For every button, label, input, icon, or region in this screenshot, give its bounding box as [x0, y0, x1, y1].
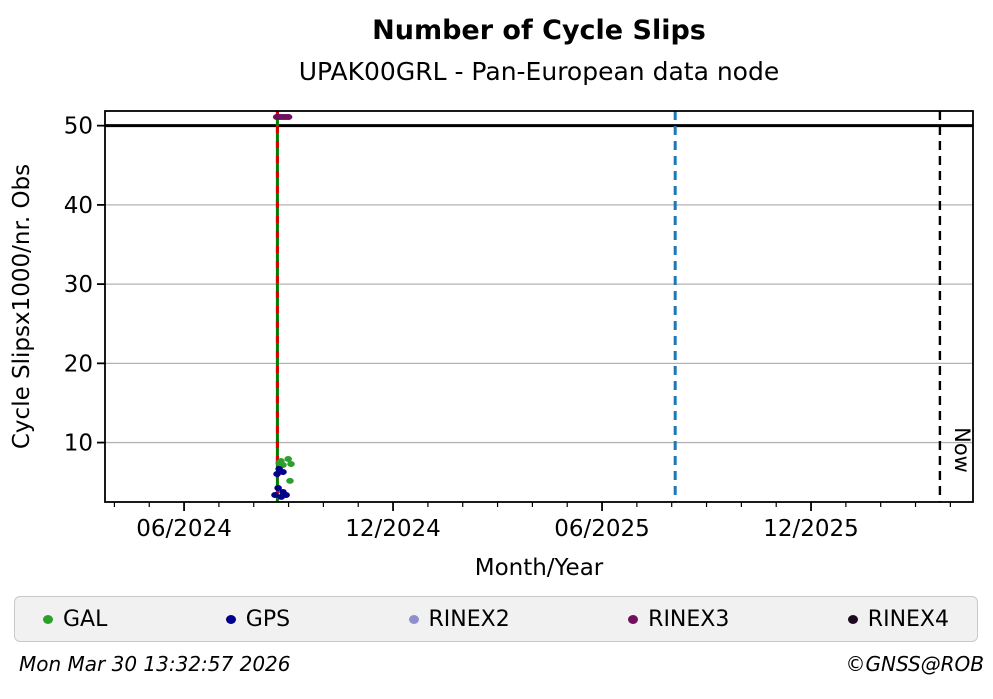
data-point-gal: [286, 477, 294, 484]
legend-item-rinex3: RINEX3: [628, 607, 729, 632]
legend-item-gal: GAL: [43, 607, 107, 632]
data-point-gps: [271, 491, 279, 498]
data-point-gps: [279, 488, 287, 495]
y-tick-label: 30: [64, 272, 93, 298]
rinex3-marker-icon: [628, 614, 639, 624]
legend-label: RINEX3: [648, 606, 730, 632]
y-tick-label: 20: [64, 351, 93, 377]
data-point-gal: [275, 459, 283, 466]
data-point-gps: [274, 484, 282, 491]
legend-label: GAL: [63, 606, 108, 632]
now-label: Now: [950, 427, 974, 473]
legend-label: RINEX2: [428, 606, 510, 632]
x-axis-label: Month/Year: [475, 555, 604, 581]
data-point-gps: [279, 468, 287, 475]
data-point-rinex3: [284, 113, 293, 120]
plot-border: [104, 110, 974, 503]
gal-marker-icon: [43, 614, 53, 624]
y-tick-label: 40: [64, 193, 93, 219]
gps-marker-icon: [225, 614, 236, 624]
rinex2-marker-icon: [408, 614, 419, 624]
legend-item-gps: GPS: [225, 606, 291, 632]
x-tick-label: 06/2024: [136, 516, 232, 542]
y-tick-label: 10: [64, 431, 93, 457]
x-tick-label: 12/2024: [345, 516, 441, 542]
timestamp: Mon Mar 30 13:32:57 2026: [19, 652, 291, 676]
legend-item-rinex4: RINEX4: [847, 606, 949, 632]
data-point-gal: [284, 455, 293, 462]
legend-item-rinex2: RINEX2: [408, 606, 510, 632]
chart-title: Number of Cycle Slips: [372, 15, 706, 46]
data-point-gal: [287, 460, 295, 467]
data-point-gps: [273, 470, 281, 477]
y-tick-label: 50: [64, 114, 93, 140]
legend: GAL GPS RINEX2 RINEX3 RINEX4: [14, 596, 978, 642]
plot-area: Now 10 20 30 40 50 06/2024 12/2024 06/2025 12/202…: [9, 110, 974, 581]
legend-label: RINEX4: [867, 606, 949, 632]
chart-subtitle: UPAK00GRL - Pan-European data node: [298, 57, 780, 86]
y-axis-label: Cycle Slipsx1000/nr. Obs: [9, 164, 35, 449]
x-tick-label: 12/2025: [763, 516, 859, 542]
rinex4-marker-icon: [847, 614, 858, 624]
copyright: ©GNSS@ROB: [845, 652, 985, 676]
legend-label: GPS: [245, 606, 291, 632]
x-tick-label: 06/2025: [554, 516, 650, 542]
